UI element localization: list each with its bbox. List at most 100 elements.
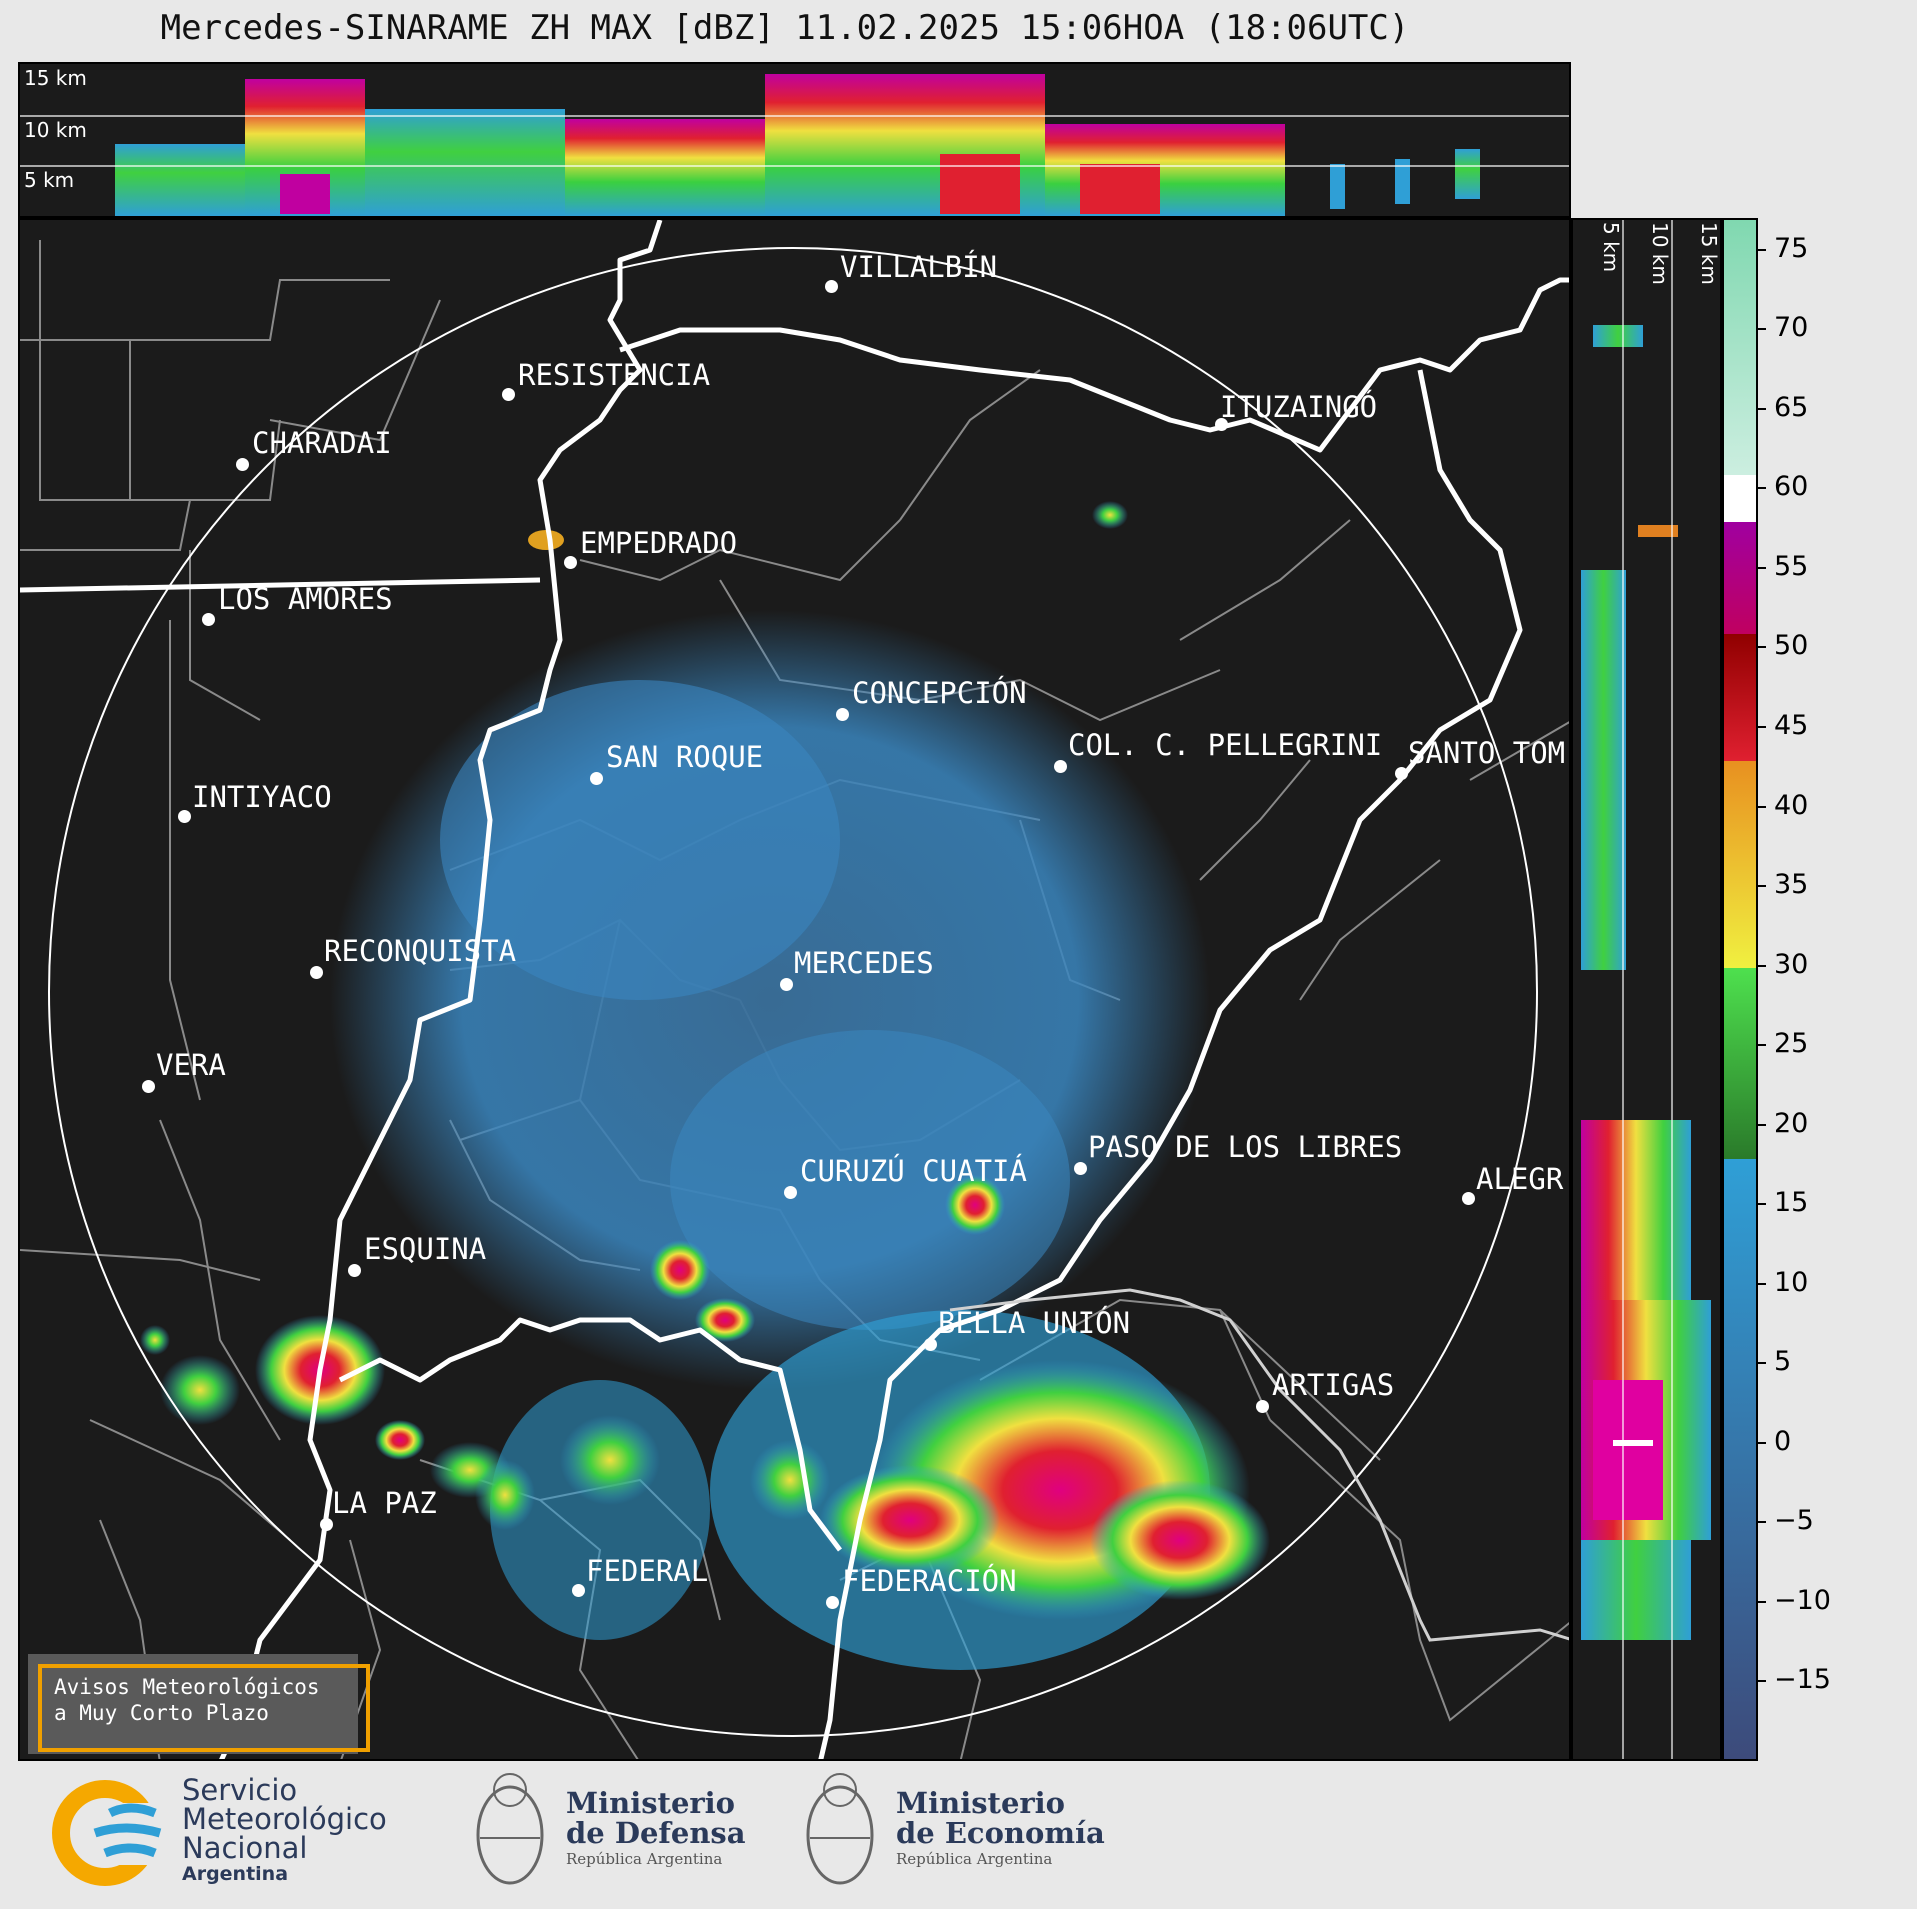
warning-box-frame: Avisos Meteorológicos a Muy Corto Plazo — [38, 1664, 370, 1752]
smn-line-1: Servicio — [182, 1773, 298, 1807]
smn-line-3: Nacional — [182, 1831, 308, 1865]
colorbar-tick — [1758, 1680, 1766, 1683]
economia-line-2: de Economía — [896, 1816, 1105, 1850]
colorbar-band — [1724, 522, 1756, 634]
colorbar-tick-label: −5 — [1774, 1505, 1814, 1537]
side-cross-section-graphic — [1581, 220, 1711, 1759]
colorbar-tick-label: 75 — [1774, 232, 1809, 264]
colorbar-tick-label: 65 — [1774, 391, 1809, 423]
defensa-line-3: República Argentina — [566, 1850, 723, 1868]
side-label-10km: 10 km — [1648, 222, 1672, 285]
city-dot-la-paz — [320, 1518, 333, 1531]
city-dot-federacion — [826, 1596, 839, 1609]
city-label-paso-de-los-libres: PASO DE LOS LIBRES — [1088, 1130, 1403, 1164]
city-dot-empedrado — [564, 556, 577, 569]
colorbar-tick — [1758, 1521, 1766, 1524]
city-dot-san-roque — [590, 772, 603, 785]
colorbar-tick-label: 30 — [1774, 948, 1809, 980]
colorbar-tick-label: 45 — [1774, 710, 1809, 742]
colorbar-band — [1724, 633, 1756, 761]
city-label-charadai: CHARADAI — [252, 426, 392, 460]
colorbar-tick-label: 20 — [1774, 1107, 1809, 1139]
colorbar-tick — [1758, 646, 1766, 649]
colorbar-tick-label: 5 — [1774, 1346, 1792, 1378]
colorbar-tick — [1758, 1203, 1766, 1206]
defensa-name: Ministerio de Defensa República Argentin… — [566, 1788, 746, 1870]
colorbar-tick — [1758, 566, 1766, 569]
colorbar-tick — [1758, 726, 1766, 729]
defensa-coat-of-arms-icon — [470, 1760, 550, 1896]
city-label-resistencia: RESISTENCIA — [518, 358, 711, 392]
colorbar-tick — [1758, 1600, 1766, 1603]
colorbar-tick-label: −10 — [1774, 1584, 1831, 1616]
city-dot-villalbin — [825, 280, 838, 293]
side-label-5km: 5 km — [1599, 222, 1623, 273]
city-label-col-c-pellegrini: COL. C. PELLEGRINI — [1068, 728, 1383, 762]
city-dot-bella-union — [924, 1338, 937, 1351]
city-label-artigas: ARTIGAS — [1272, 1368, 1395, 1402]
warning-box[interactable]: Avisos Meteorológicos a Muy Corto Plazo — [28, 1654, 370, 1754]
radar-map-graphic — [20, 220, 1569, 1759]
top-cross-section-graphic — [20, 74, 1569, 216]
colorbar-tick-label: 35 — [1774, 869, 1809, 901]
city-dot-charadai — [236, 458, 249, 471]
top-cross-section-panel: 15 km 10 km 5 km — [18, 62, 1571, 218]
colorbar-tick-label: 60 — [1774, 471, 1809, 503]
city-dot-concepcion — [836, 708, 849, 721]
defensa-line-1: Ministerio — [566, 1786, 736, 1820]
city-label-curuzu-cuatia: CURUZÚ CUATIÁ — [800, 1154, 1027, 1188]
city-label-reconquista: RECONQUISTA — [324, 934, 517, 968]
smn-line-2: Meteorológico — [182, 1802, 387, 1836]
smn-logo-mark — [52, 1780, 170, 1886]
radar-map-panel: VILLALBÍN RESISTENCIA CHARADAI ITUZAINGÓ… — [18, 218, 1571, 1761]
uruguay-border — [949, 1288, 1569, 1642]
top-label-15km: 15 km — [24, 66, 87, 90]
city-label-los-amores: LOS AMORES — [218, 582, 393, 616]
top-label-5km: 5 km — [24, 168, 75, 192]
colorbar-band — [1724, 1158, 1756, 1759]
city-dot-esquina — [348, 1264, 361, 1277]
city-dot-federal — [572, 1584, 585, 1597]
city-dot-alegrete — [1462, 1192, 1475, 1205]
warning-line-2: a Muy Corto Plazo — [54, 1701, 269, 1725]
city-label-alegrete: ALEGR — [1476, 1162, 1564, 1196]
colorbar-tick-label: 55 — [1774, 550, 1809, 582]
city-dot-col-c-pellegrini — [1054, 760, 1067, 773]
colorbar-band — [1724, 967, 1756, 1159]
colorbar-tick-label: −15 — [1774, 1664, 1831, 1696]
side-echo-blocks — [1581, 325, 1711, 1640]
colorbar-tick — [1758, 328, 1766, 331]
top-label-10km: 10 km — [24, 118, 87, 142]
city-dot-paso-de-los-libres — [1074, 1162, 1087, 1175]
city-label-esquina: ESQUINA — [364, 1232, 487, 1266]
colorbar-tick — [1758, 1123, 1766, 1126]
economia-line-1: Ministerio — [896, 1786, 1066, 1820]
colorbar-tick — [1758, 964, 1766, 967]
city-label-san-roque: SAN ROQUE — [606, 740, 764, 774]
city-label-santo-tome: SANTO TOM — [1408, 736, 1566, 770]
colorbar-tick-label: 50 — [1774, 630, 1809, 662]
colorbar-tick-label: 25 — [1774, 1028, 1809, 1060]
city-label-vera: VERA — [156, 1048, 226, 1082]
colorbar-tick — [1758, 885, 1766, 888]
city-dot-reconquista — [310, 966, 323, 979]
city-dot-santo-tome — [1395, 767, 1408, 780]
colorbar-tick — [1758, 487, 1766, 490]
top-echo-blocks — [115, 74, 1480, 216]
city-dot-mercedes — [780, 978, 793, 991]
city-dot-curuzu-cuatia — [784, 1186, 797, 1199]
colorbar-tick — [1758, 805, 1766, 808]
colorbar-tick — [1758, 248, 1766, 251]
colorbar-tick-label: 70 — [1774, 312, 1809, 344]
city-dot-resistencia — [502, 388, 515, 401]
chart-title: Mercedes-SINARAME ZH MAX [dBZ] 11.02.202… — [160, 8, 1410, 48]
side-cross-section-panel: 5 km 10 km 15 km — [1571, 218, 1722, 1761]
city-dot-artigas — [1256, 1400, 1269, 1413]
side-label-15km: 15 km — [1697, 222, 1721, 285]
city-label-bella-union: BELLA UNIÓN — [938, 1306, 1131, 1340]
colorbar-tick-label: 15 — [1774, 1187, 1809, 1219]
city-label-intiyaco: INTIYACO — [192, 780, 332, 814]
city-label-concepcion: CONCEPCIÓN — [852, 676, 1027, 710]
colorbar-tick-label: 10 — [1774, 1266, 1809, 1298]
warning-line-1: Avisos Meteorológicos — [54, 1675, 320, 1699]
